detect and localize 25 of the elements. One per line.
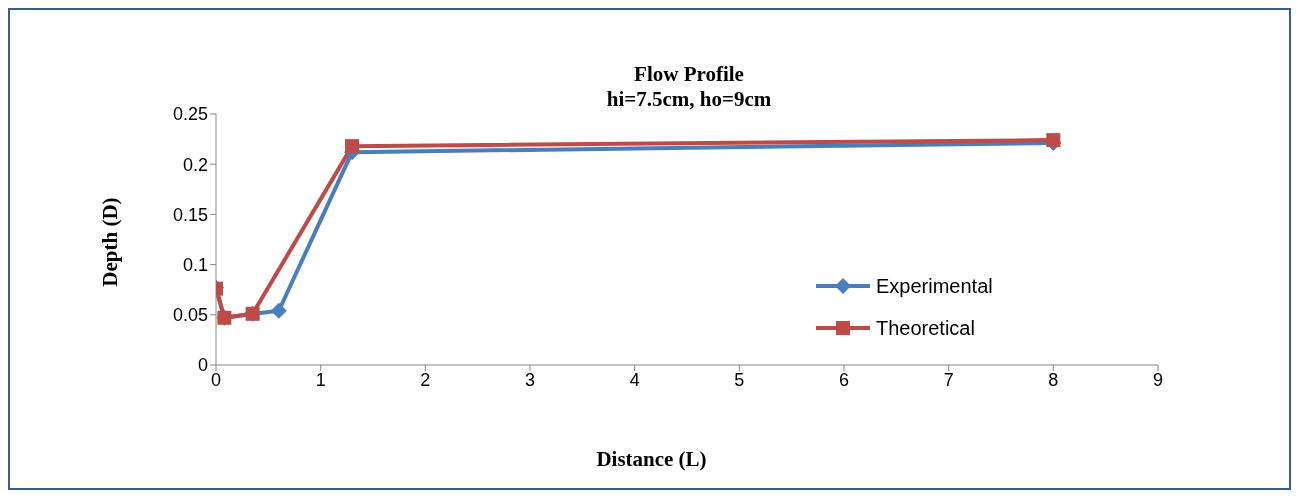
point: [345, 139, 360, 154]
point: [270, 302, 287, 319]
x-tick-label: 1: [315, 369, 326, 390]
y-axis-title: Depth (D): [97, 197, 123, 287]
y-tick-label: 0.1: [182, 254, 208, 275]
x-tick-label: 9: [1152, 369, 1164, 390]
y-tick-label: 0: [197, 355, 208, 376]
x-tick-label: 0: [210, 369, 222, 390]
x-tick-label: 4: [629, 369, 640, 390]
legend-label: Experimental: [876, 274, 993, 298]
x-tick-label: 6: [838, 369, 850, 390]
x-tick-label: 2: [420, 369, 431, 390]
x-tick-label: 7: [943, 369, 954, 390]
y-tick-label: 0.25: [172, 104, 208, 125]
legend-label: Theoretical: [876, 316, 975, 340]
point: [1046, 133, 1061, 148]
y-tick-label: 0.05: [172, 305, 208, 326]
chart-title: Flow Profile: [633, 62, 745, 87]
chart-subtitle: hi=7.5cm, ho=9cm: [605, 87, 773, 112]
x-tick-label: 8: [1048, 369, 1059, 390]
y-tick-label: 0.2: [182, 154, 208, 175]
x-axis-title: Distance (L): [595, 447, 708, 472]
y-tick-label: 0.15: [172, 204, 208, 225]
x-tick-label: 3: [524, 369, 536, 390]
x-tick-label: 5: [734, 369, 745, 390]
